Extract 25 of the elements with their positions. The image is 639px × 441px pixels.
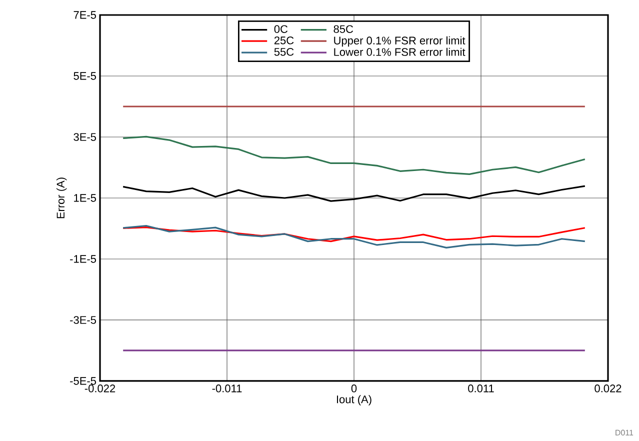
x-tick-label: 0.022 bbox=[594, 384, 622, 392]
line-series bbox=[122, 226, 586, 242]
y-tick-label: 3E-5 bbox=[74, 133, 96, 141]
y-tick-label: 7E-5 bbox=[74, 11, 96, 19]
y-tick-label: -3E-5 bbox=[70, 316, 96, 324]
y-tick-label: 5E-5 bbox=[74, 72, 96, 80]
y-axis-title: Error (A) bbox=[56, 178, 67, 218]
legend-label: 25C bbox=[274, 36, 294, 44]
legend-label: Upper 0.1% FSR error limit bbox=[334, 36, 466, 47]
legend-label: 85C bbox=[334, 25, 354, 33]
legend-label: Lower 0.1% FSR error limit bbox=[334, 48, 466, 56]
legend-label: 0C bbox=[274, 25, 288, 33]
x-tick-label: -0.011 bbox=[212, 384, 242, 392]
line-series bbox=[122, 185, 586, 202]
x-tick-label: 0.011 bbox=[468, 384, 494, 392]
legend-label: 55C bbox=[274, 48, 294, 56]
x-tick-label: -0.022 bbox=[84, 384, 116, 392]
x-axis-title: Iout (A) bbox=[336, 395, 372, 406]
y-tick-label: -1E-5 bbox=[70, 255, 96, 263]
y-tick-label: -5E-5 bbox=[70, 377, 96, 385]
line-series bbox=[122, 224, 586, 249]
y-tick-label: 1E-5 bbox=[74, 194, 96, 202]
line-series bbox=[122, 136, 586, 176]
text: D011 bbox=[616, 430, 634, 436]
x-tick-label: 0 bbox=[351, 384, 357, 392]
